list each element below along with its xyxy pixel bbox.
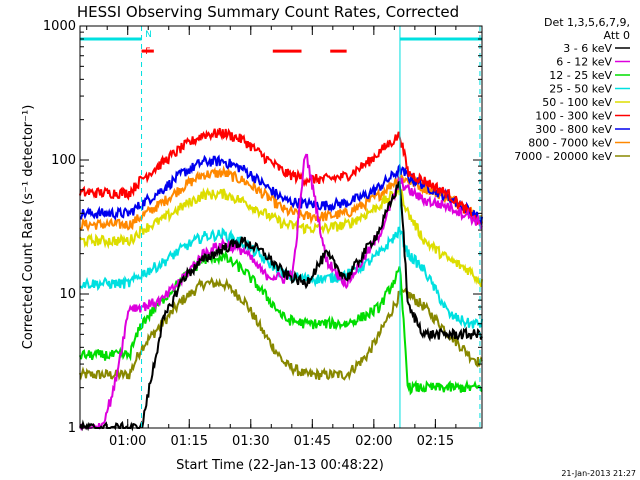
legend-label-8: 7000 - 20000 keV xyxy=(514,150,612,163)
vertical-line-layer xyxy=(141,26,481,428)
series-layer xyxy=(79,127,483,432)
x-axis-label: Start Time (22-Jan-13 00:48:22) xyxy=(176,458,384,473)
series-line-8 xyxy=(79,276,483,381)
series-line-2 xyxy=(79,250,483,396)
series-line-1 xyxy=(79,153,483,432)
y-axis-label: Corrected Count Rate (s⁻¹ detector⁻¹) xyxy=(21,105,36,350)
x-tick-label: 02:00 xyxy=(355,434,392,449)
legend-label-0: 3 - 6 keV xyxy=(563,42,612,55)
legend-label-3: 25 - 50 keV xyxy=(549,83,612,96)
series-line-4 xyxy=(79,186,483,288)
x-tick-label: 01:30 xyxy=(232,434,269,449)
legend-header: Det 1,3,5,6,7,9, Att 0 xyxy=(544,16,630,42)
y-tick-label: 1000 xyxy=(43,19,76,34)
chart-title: HESSI Observing Summary Count Rates, Cor… xyxy=(77,3,459,21)
x-tick-label: 01:00 xyxy=(109,434,146,449)
series-line-0 xyxy=(79,180,483,432)
x-tick-label: 02:15 xyxy=(417,434,454,449)
x-axis: 01:00 01:15 01:30 01:45 02:00 02:15 xyxy=(86,26,457,449)
legend-label-4: 50 - 100 keV xyxy=(542,96,612,109)
legend-header-line-1: Det 1,3,5,6,7,9, xyxy=(544,16,630,29)
timestamp: 21-Jan-2013 21:27 xyxy=(561,469,636,478)
x-tick-label: 01:45 xyxy=(294,434,331,449)
legend-label-6: 300 - 800 keV xyxy=(535,123,612,136)
x-tick-label: 01:15 xyxy=(171,434,208,449)
y-axis: 1 10 100 1000 xyxy=(43,19,482,436)
legend-label-2: 12 - 25 keV xyxy=(549,69,612,82)
y-tick-label: 10 xyxy=(59,287,76,302)
legend-header-line-2: Att 0 xyxy=(604,29,630,42)
flag-layer: NF xyxy=(80,30,482,57)
flag-label-N: N xyxy=(145,30,152,40)
plot-frame xyxy=(79,25,483,429)
y-tick-label: 1 xyxy=(68,421,76,436)
series-line-5 xyxy=(79,127,483,229)
legend-label-1: 6 - 12 keV xyxy=(556,56,612,69)
flag-label-F: F xyxy=(145,47,150,57)
legend-label-7: 800 - 7000 keV xyxy=(528,137,612,150)
legend-label-5: 100 - 300 keV xyxy=(535,110,612,123)
y-tick-label: 100 xyxy=(51,153,76,168)
